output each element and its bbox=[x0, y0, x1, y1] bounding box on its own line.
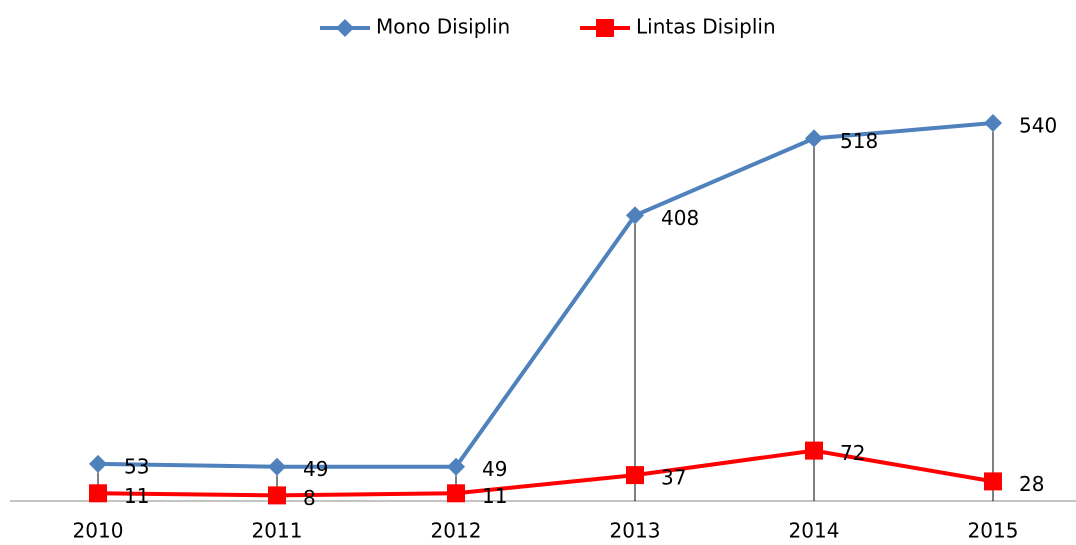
legend-label: Mono Disiplin bbox=[376, 15, 510, 39]
x-tick-label: 2013 bbox=[610, 519, 661, 543]
series-line bbox=[97, 448, 994, 498]
point bbox=[626, 466, 644, 485]
x-tick-label: 2010 bbox=[73, 519, 124, 543]
point bbox=[984, 114, 1002, 132]
x-tick-label: 2012 bbox=[431, 519, 482, 543]
data-label: 49 bbox=[303, 457, 328, 481]
point bbox=[805, 129, 823, 148]
series-line bbox=[97, 121, 994, 469]
data-label: 11 bbox=[124, 484, 149, 508]
point bbox=[89, 484, 107, 503]
x-tick-label: 2014 bbox=[789, 519, 840, 543]
data-label: 72 bbox=[840, 441, 865, 465]
point bbox=[805, 441, 823, 460]
legend-marker bbox=[336, 19, 354, 37]
data-label: 37 bbox=[661, 466, 686, 490]
point bbox=[447, 484, 465, 503]
x-tick-label: 2011 bbox=[252, 519, 303, 543]
data-label: 53 bbox=[124, 454, 149, 478]
data-label: 540 bbox=[1019, 114, 1057, 138]
x-tick-label: 2015 bbox=[968, 519, 1019, 543]
point bbox=[89, 454, 107, 473]
data-label: 408 bbox=[661, 206, 699, 230]
data-label: 11 bbox=[482, 484, 507, 508]
point bbox=[268, 486, 286, 505]
data-label: 28 bbox=[1019, 472, 1044, 496]
point bbox=[447, 457, 465, 476]
data-label: 8 bbox=[303, 486, 316, 510]
legend-label: Lintas Disiplin bbox=[636, 15, 776, 39]
data-label: 49 bbox=[482, 457, 507, 481]
data-label: 518 bbox=[840, 129, 878, 153]
point bbox=[984, 472, 1002, 491]
point bbox=[268, 457, 286, 476]
point bbox=[626, 206, 644, 225]
legend-marker bbox=[596, 19, 614, 37]
